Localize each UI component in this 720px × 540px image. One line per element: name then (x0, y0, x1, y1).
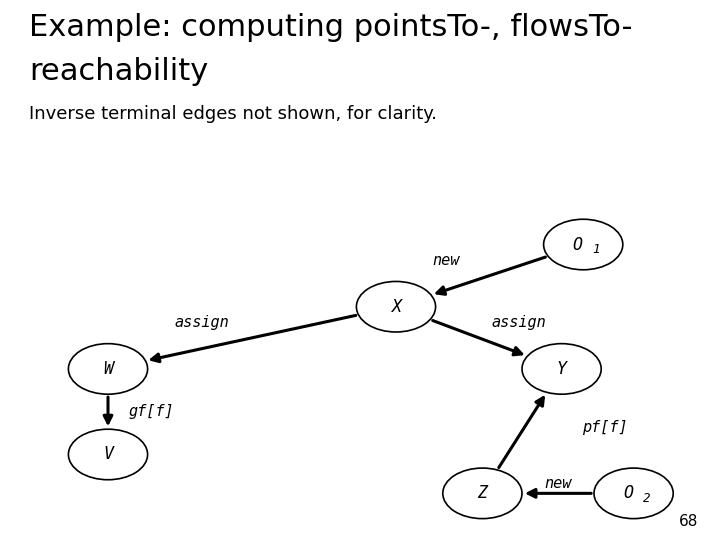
Ellipse shape (544, 219, 623, 270)
Text: O: O (623, 484, 633, 502)
Ellipse shape (594, 468, 673, 518)
Ellipse shape (522, 343, 601, 394)
Text: new: new (544, 476, 572, 491)
Text: reachability: reachability (29, 57, 208, 86)
Text: V: V (103, 446, 113, 463)
Text: new: new (433, 253, 460, 267)
Text: Inverse terminal edges not shown, for clarity.: Inverse terminal edges not shown, for cl… (29, 105, 437, 123)
Text: O: O (572, 235, 582, 253)
Text: X: X (391, 298, 401, 316)
Ellipse shape (443, 468, 522, 518)
Text: assign: assign (491, 315, 546, 330)
Text: gf[f]: gf[f] (128, 404, 174, 419)
Text: Z: Z (477, 484, 487, 502)
Text: assign: assign (174, 315, 229, 330)
Text: Example: computing pointsTo-, flowsTo-: Example: computing pointsTo-, flowsTo- (29, 14, 632, 43)
Text: 2: 2 (643, 491, 650, 504)
Text: pf[f]: pf[f] (582, 420, 628, 435)
Text: W: W (103, 360, 113, 378)
Text: Y: Y (557, 360, 567, 378)
Ellipse shape (68, 429, 148, 480)
Ellipse shape (356, 281, 436, 332)
Ellipse shape (68, 343, 148, 394)
Text: 1: 1 (593, 242, 600, 255)
Text: 68: 68 (679, 514, 698, 529)
